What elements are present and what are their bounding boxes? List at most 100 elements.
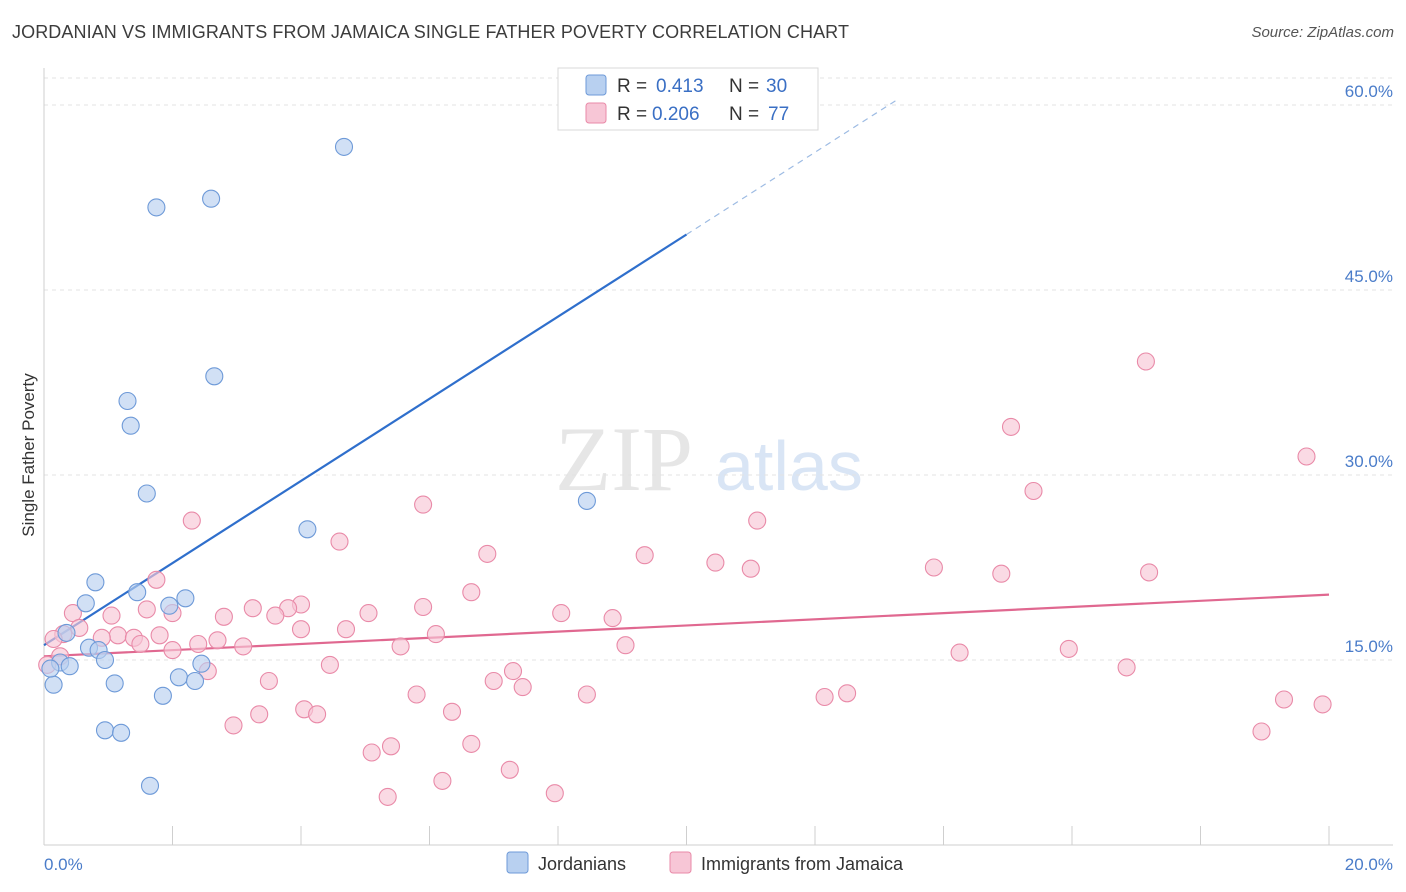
point-jamaica-38 [336,620,356,639]
point-jamaica-52 [1117,658,1136,677]
y-tick-label-45: 45.0% [1345,267,1393,286]
point-jamaica-55 [259,671,278,691]
point-jamaica-60 [838,684,857,703]
chart-title: JORDANIAN VS IMMIGRANTS FROM JAMAICA SIN… [12,22,850,42]
point-jamaica-36 [208,631,227,650]
point-jordanians-3 [205,367,224,386]
watermark-atlas: atlas [715,427,863,505]
legend-n-label-1: N = [729,76,759,97]
point-jordanians-6 [137,484,156,503]
point-jamaica-4 [414,495,433,514]
legend-r-label-2: R = [617,104,647,125]
point-jamaica-76 [545,784,564,803]
bottom-legend-swatch-jordanians [506,851,529,874]
legend-n-label-2: N = [729,104,759,125]
point-jamaica-1 [1001,417,1021,436]
legend-r-value-1: 0.413 [656,76,704,97]
y-tick-label-30: 30.0% [1345,452,1393,471]
point-jamaica-3 [1024,481,1043,501]
axes [43,68,1393,846]
point-jordanians-4 [118,391,137,411]
point-jamaica-74 [433,771,452,790]
point-jamaica-51 [320,655,339,674]
point-jamaica-47 [950,643,969,662]
point-jamaica-48 [163,641,182,660]
point-jordanians-11 [176,589,195,608]
point-jamaica-15 [147,570,166,589]
point-jordanians-21 [169,668,188,687]
point-jordanians-0 [334,137,354,156]
point-jamaica-5 [182,511,201,530]
point-jamaica-2 [1297,447,1316,466]
point-jamaica-54 [503,662,523,681]
watermark-zip: ZIP [555,408,693,510]
point-jamaica-56 [484,671,503,691]
legend-n-value-1: 30 [766,76,787,97]
data-points [38,137,1332,806]
top-legend: R = 0.413 N = 30 R = 0.206 N = 77 [557,67,819,131]
point-jordanians-19 [60,657,79,676]
point-jamaica-33 [150,626,169,645]
trend-line-jordanians-extension [686,98,899,236]
legend-r-label-1: R = [617,76,647,97]
trend-line-jamaica [43,593,1330,658]
point-jamaica-44 [391,637,410,656]
point-jamaica-67 [250,705,269,724]
point-jamaica-12 [924,558,943,577]
point-jordanians-7 [577,491,596,510]
point-jamaica-58 [407,685,426,704]
point-jamaica-8 [478,544,497,563]
x-tick-label-min: 0.0% [44,855,83,874]
point-jordanians-2 [202,189,221,208]
point-jamaica-70 [462,734,481,753]
point-jamaica-9 [635,546,654,565]
point-jordanians-9 [86,573,105,592]
point-jordanians-25 [153,686,172,705]
point-jamaica-57 [513,678,532,697]
point-jamaica-37 [291,620,311,639]
bottom-legend: Jordanians Immigrants from Jamaica [506,851,904,874]
point-jordanians-23 [105,674,124,693]
point-jordanians-29 [41,659,60,678]
point-jordanians-10 [128,583,147,602]
point-jordanians-22 [185,671,205,691]
point-jamaica-61 [815,687,834,707]
point-jamaica-65 [308,705,327,724]
point-jamaica-6 [748,511,767,530]
point-jamaica-62 [1274,690,1294,709]
point-jordanians-14 [57,623,76,642]
bottom-legend-label-jordanians: Jordanians [538,854,626,874]
legend-swatch-jordanians [585,74,607,96]
point-jamaica-29 [603,609,622,628]
point-jordanians-13 [160,596,179,615]
source-credit: Source: ZipAtlas.com [1251,24,1394,41]
gridlines [44,77,1393,661]
point-jamaica-14 [1140,563,1159,582]
point-jamaica-68 [224,716,243,735]
y-tick-label-15: 15.0% [1345,637,1393,656]
point-jamaica-26 [214,607,233,626]
y-tick-label-60: 60.0% [1345,82,1393,101]
point-jordanians-28 [140,776,160,795]
x-tick-label-max: 20.0% [1345,855,1393,874]
point-jamaica-75 [378,787,397,806]
point-jamaica-45 [616,636,635,655]
point-jamaica-39 [426,625,445,644]
bottom-legend-swatch-jamaica [669,851,692,874]
point-jamaica-10 [706,553,725,572]
point-jordanians-27 [112,723,131,742]
y-axis-title: Single Father Poverty [19,373,38,537]
point-jamaica-24 [102,606,121,625]
legend-n-value-2: 77 [768,104,789,125]
point-jamaica-18 [414,597,433,617]
point-jordanians-24 [44,675,63,694]
point-jamaica-7 [330,532,349,551]
point-jamaica-69 [1252,722,1271,741]
point-jamaica-66 [442,702,462,721]
point-jamaica-22 [359,604,378,623]
point-jordanians-8 [298,520,317,539]
point-jamaica-63 [1313,695,1332,714]
point-jamaica-72 [362,743,381,762]
point-jordanians-26 [95,721,115,740]
point-jamaica-19 [137,600,156,619]
